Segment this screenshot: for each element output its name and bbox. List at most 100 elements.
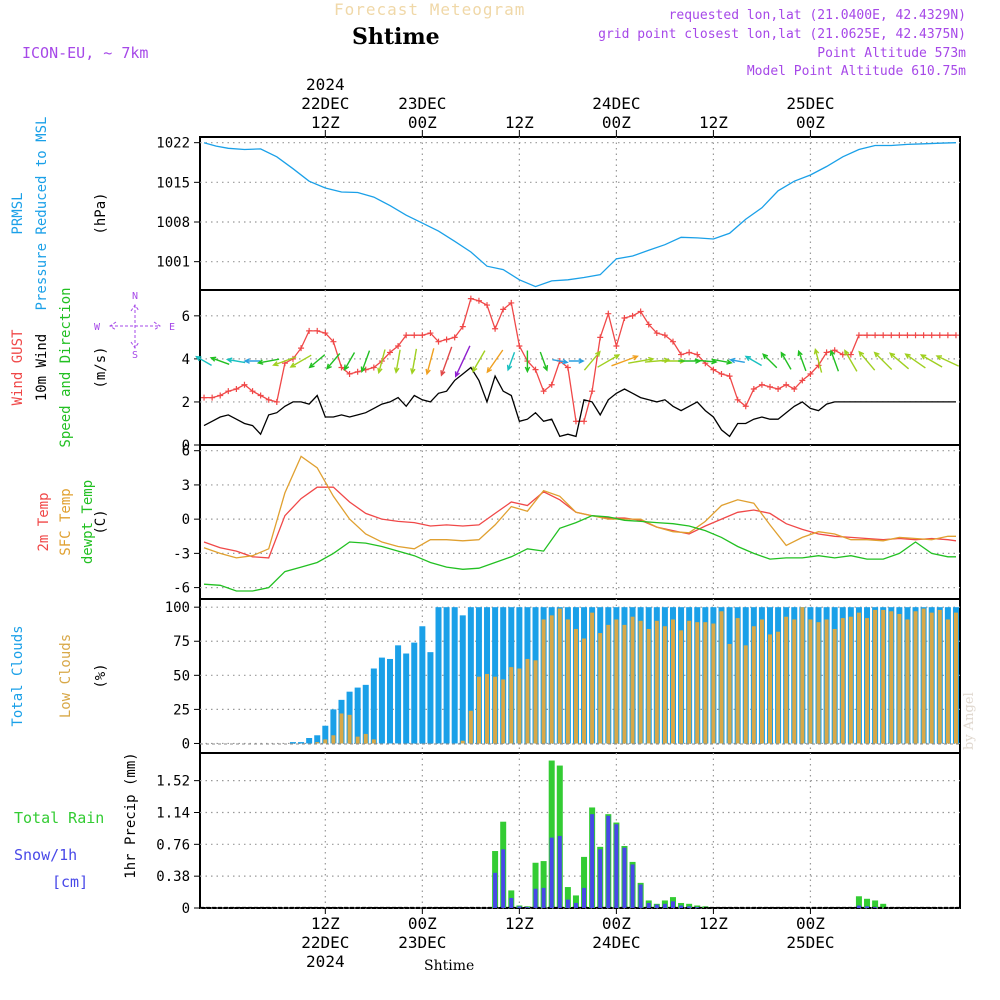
bar-low-clouds — [703, 622, 708, 744]
wind-arrow — [343, 352, 356, 371]
bar-low-clouds — [598, 633, 603, 744]
gust-marker — [661, 332, 668, 339]
gust-marker — [847, 351, 854, 358]
legend-label: Total Clouds — [10, 625, 26, 726]
gust-marker — [201, 394, 208, 401]
bar-snow-1h — [654, 904, 659, 908]
bar-total-rain — [686, 903, 693, 908]
y-tick-label: 3 — [182, 478, 190, 494]
gust-marker — [516, 342, 523, 349]
gust-marker — [314, 327, 321, 334]
bar-low-clouds — [606, 624, 611, 744]
bar-total-clouds — [451, 607, 458, 744]
time-date-label: 23DEC — [398, 933, 446, 952]
bar-low-clouds — [355, 736, 360, 744]
time-tick-label: 12Z — [505, 113, 534, 132]
bar-snow-1h — [606, 815, 611, 908]
time-tick-label: 00Z — [602, 914, 631, 933]
y-tick-label: 6 — [182, 444, 190, 460]
bar-low-clouds — [784, 616, 789, 744]
bar-total-clouds — [314, 735, 321, 744]
y-tick-label: 4 — [182, 352, 190, 368]
wind-arrow — [597, 354, 621, 368]
bar-low-clouds — [897, 613, 902, 744]
panel-clouds: 0 25 50 75 100 (%) Total Clouds Low Clouds — [10, 598, 961, 754]
bar-total-rain — [864, 898, 871, 908]
bar-low-clouds — [824, 619, 829, 744]
gust-marker — [459, 323, 466, 330]
bar-low-clouds — [501, 679, 506, 744]
bar-low-clouds — [485, 673, 490, 744]
unit-label: (C) — [93, 509, 109, 534]
series-prmsl — [203, 142, 957, 288]
legend-label: PRMSL — [10, 192, 26, 234]
wind-arrow — [394, 349, 401, 374]
bar-total-rain — [548, 760, 555, 908]
footer-location: Shtime — [424, 958, 475, 974]
bar-low-clouds — [759, 619, 764, 744]
legend-label: 10m Wind — [34, 334, 50, 401]
bar-low-clouds — [371, 739, 376, 744]
time-date-label: 25DEC — [786, 94, 834, 113]
gust-marker — [419, 332, 426, 339]
time-tick-label: 00Z — [408, 914, 437, 933]
time-date-label: 25DEC — [786, 933, 834, 952]
bar-low-clouds — [735, 618, 740, 744]
legend-label: 2m Temp — [36, 492, 52, 551]
wind-arrow — [524, 350, 531, 374]
bar-low-clouds — [662, 626, 667, 744]
bar-low-clouds — [582, 638, 587, 744]
gust-marker — [710, 366, 717, 373]
bar-low-clouds — [800, 607, 805, 744]
gust-marker — [209, 394, 216, 401]
time-tick-label: 00Z — [796, 914, 825, 933]
gust-marker — [767, 383, 773, 390]
gust-marker — [500, 306, 507, 313]
compass-north: N — [132, 291, 138, 302]
y-tick-label: 25 — [173, 702, 190, 718]
bar-low-clouds — [743, 645, 748, 744]
bar-snow-1h — [646, 902, 651, 908]
bar-total-clouds — [289, 742, 296, 744]
series-10m-wind — [203, 366, 956, 438]
wind-arrow — [377, 349, 386, 375]
bar-snow-1h — [614, 824, 619, 908]
time-tick-label: 12Z — [699, 113, 728, 132]
bar-low-clouds — [921, 608, 926, 744]
requested-coords: requested lon,lat (21.0400E, 42.4329N) — [668, 8, 966, 23]
bar-snow-1h — [598, 849, 603, 908]
gust-marker — [257, 392, 264, 399]
wind-arrow — [888, 352, 910, 370]
bar-snow-1h — [662, 903, 667, 908]
legend-label: Snow/1h — [14, 846, 77, 864]
bar-low-clouds — [549, 615, 554, 744]
gust-marker — [475, 297, 482, 304]
wind-arrow — [711, 358, 733, 365]
y-tick-label: 0 — [182, 736, 190, 752]
time-tick-label: 00Z — [602, 113, 631, 132]
y-tick-label: 0.38 — [156, 869, 190, 885]
bar-snow-1h — [865, 906, 870, 908]
bar-total-rain — [694, 905, 701, 908]
gust-marker — [831, 347, 838, 354]
y-tick-label: 1.14 — [156, 805, 190, 821]
gust-marker — [734, 396, 741, 403]
y-tick-label: 1001 — [156, 255, 190, 271]
time-date-label: 23DEC — [398, 94, 446, 113]
bar-total-clouds — [370, 668, 377, 744]
wind-arrow — [762, 353, 778, 369]
bar-total-clouds — [362, 684, 369, 744]
wind-arrow — [506, 352, 516, 372]
wind-arrow — [552, 358, 569, 365]
gust-marker — [621, 314, 628, 321]
unit-label: (hPa) — [93, 192, 109, 234]
gust-marker — [241, 381, 248, 388]
bar-low-clouds — [711, 623, 716, 744]
wind-arrow — [410, 348, 418, 375]
wind-arrow — [583, 350, 601, 371]
time-year-label: 2024 — [306, 75, 345, 94]
bar-low-clouds — [937, 609, 942, 744]
y-tick-label: 6 — [182, 309, 190, 325]
bar-low-clouds — [727, 643, 732, 744]
wind-arrow — [844, 349, 858, 372]
